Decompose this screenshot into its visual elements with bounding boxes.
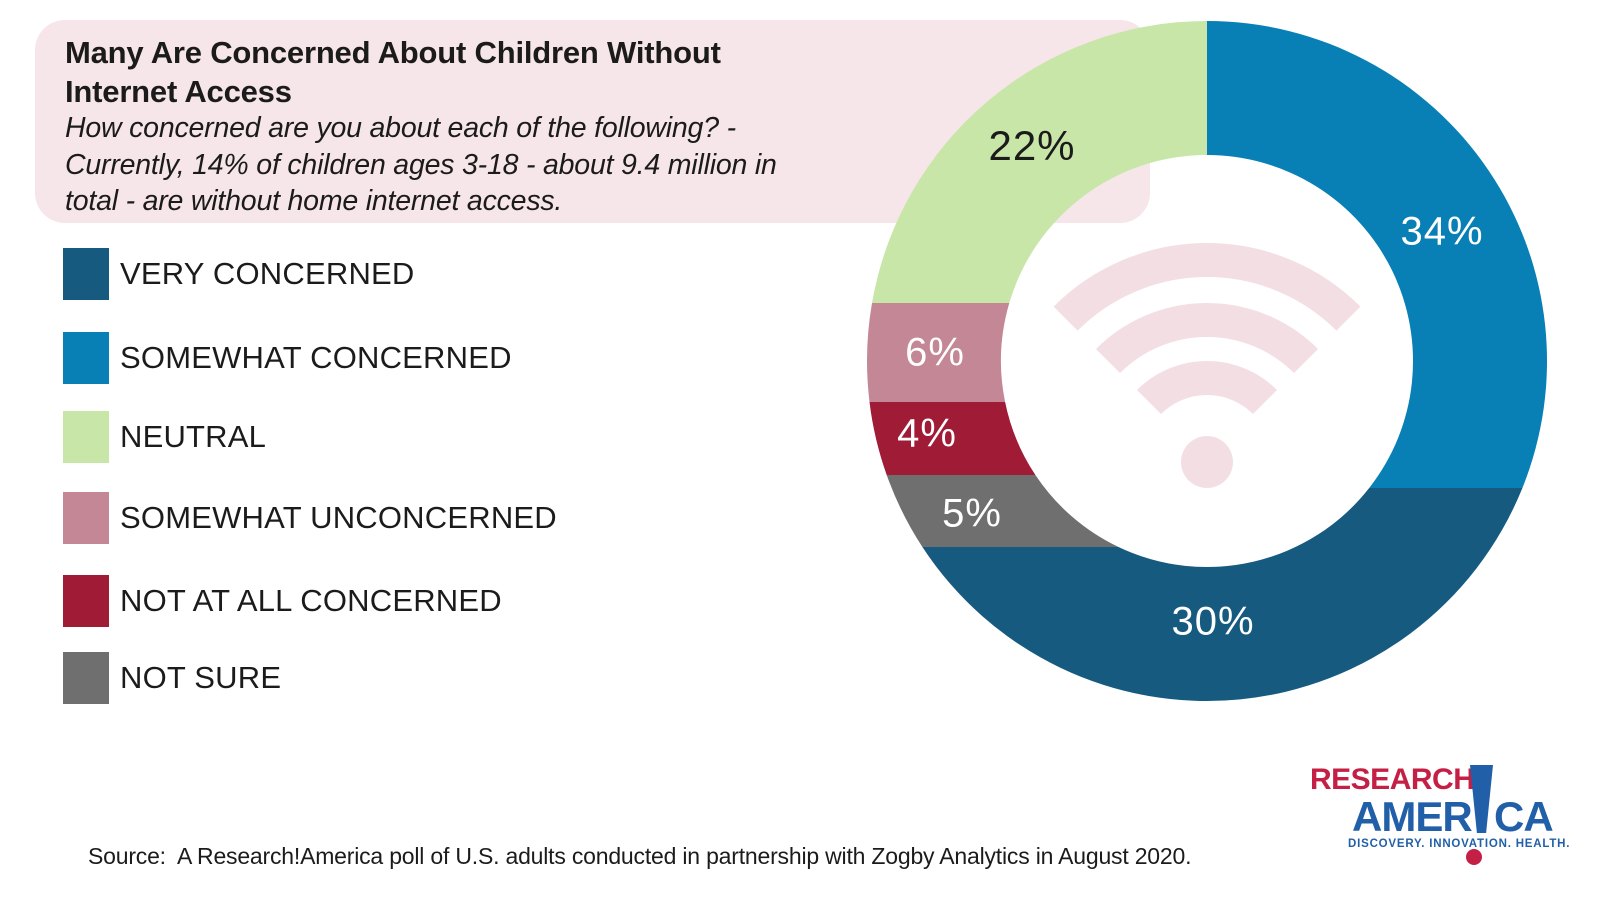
wifi-arc-middle xyxy=(1095,303,1319,374)
donut-chart xyxy=(867,20,1548,701)
legend-label: NOT SURE xyxy=(120,660,282,695)
legend-item-somewhat-unconcerned: SOMEWHAT UNCONCERNED xyxy=(63,492,557,544)
research-america-logo: RESEARCH AMER CA DISCOVERY. INNOVATION. … xyxy=(1270,745,1570,875)
segment-not-sure xyxy=(886,475,1119,547)
segment-somewhat-concerned xyxy=(1207,20,1548,488)
legend-label: NEUTRAL xyxy=(120,419,267,454)
legend-swatch-very-concerned xyxy=(63,248,109,300)
logo-word-research: RESEARCH xyxy=(1310,763,1475,796)
legend-label: SOMEWHAT CONCERNED xyxy=(120,340,512,375)
legend-item-not-at-all-concerned: NOT AT ALL CONCERNED xyxy=(63,575,502,627)
wifi-arc-outer xyxy=(1053,243,1361,331)
logo-word-ca: CA xyxy=(1494,793,1554,840)
legend-swatch-somewhat-unconcerned xyxy=(63,492,109,544)
legend-swatch-somewhat-concerned xyxy=(63,332,109,384)
legend-item-very-concerned: VERY CONCERNED xyxy=(63,248,415,300)
source-text: Source: A Research!America poll of U.S. … xyxy=(88,843,1192,869)
legend-label: NOT AT ALL CONCERNED xyxy=(120,583,502,618)
segment-value-neutral: 22% xyxy=(988,122,1076,169)
logo-word-amer: AMER xyxy=(1352,793,1473,840)
segment-value-not-sure: 5% xyxy=(942,491,1002,536)
segment-value-very-concerned: 30% xyxy=(1171,599,1255,644)
segment-neutral xyxy=(872,21,1207,303)
legend-swatch-neutral xyxy=(63,411,109,463)
legend-swatch-not-at-all-concerned xyxy=(63,575,109,627)
legend-label: VERY CONCERNED xyxy=(120,256,415,291)
legend-item-not-sure: NOT SURE xyxy=(63,652,281,704)
wifi-dot xyxy=(1181,436,1233,488)
segment-not-at-all-concerned xyxy=(869,402,1036,475)
legend-item-somewhat-concerned: SOMEWHAT CONCERNED xyxy=(63,332,512,384)
chart-subtitle: How concerned are you about each of the … xyxy=(65,112,777,217)
header-block: Many Are Concerned About Children Withou… xyxy=(35,20,1150,223)
segment-value-somewhat-concerned: 34% xyxy=(1400,209,1484,254)
legend-swatch-not-sure xyxy=(63,652,109,704)
wifi-arc-inner xyxy=(1136,360,1278,415)
legend-label: SOMEWHAT UNCONCERNED xyxy=(120,500,557,535)
logo-tagline: DISCOVERY. INNOVATION. HEALTH. xyxy=(1348,838,1571,850)
segment-value-not-at-all-concerned: 4% xyxy=(897,411,957,456)
wifi-icon xyxy=(1053,243,1361,488)
chart-title: Many Are Concerned About Children Withou… xyxy=(65,35,721,109)
segment-value-somewhat-unconcerned: 6% xyxy=(905,330,965,375)
segment-somewhat-unconcerned xyxy=(867,303,1010,402)
legend-item-neutral: NEUTRAL xyxy=(63,411,266,463)
logo-exclamation-dot-icon xyxy=(1466,849,1482,865)
logo-exclamation-icon xyxy=(1470,765,1493,833)
segment-very-concerned xyxy=(922,488,1523,701)
